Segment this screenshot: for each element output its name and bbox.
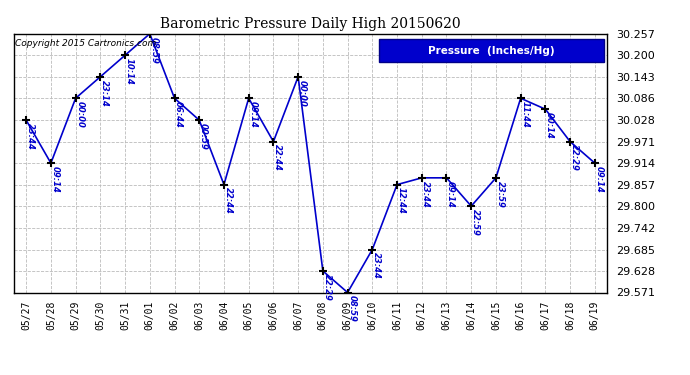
Text: 23:44: 23:44	[422, 181, 431, 207]
Text: 22:59: 22:59	[471, 209, 480, 236]
Text: 10:14: 10:14	[125, 58, 134, 85]
Text: 00:00: 00:00	[75, 101, 84, 128]
Text: 11:44: 11:44	[520, 101, 529, 128]
Text: 08:59: 08:59	[347, 295, 356, 322]
Text: 23:14: 23:14	[100, 80, 109, 106]
Text: 09:14: 09:14	[446, 181, 455, 207]
Text: 00:00: 00:00	[298, 80, 307, 106]
Text: 23:44: 23:44	[372, 252, 381, 279]
Text: 09:14: 09:14	[50, 166, 59, 193]
Text: 22:29: 22:29	[322, 274, 331, 301]
Title: Barometric Pressure Daily High 20150620: Barometric Pressure Daily High 20150620	[160, 17, 461, 31]
Bar	[379, 39, 604, 62]
Text: 22:44: 22:44	[273, 144, 282, 171]
Text: 22:44: 22:44	[224, 188, 233, 214]
Text: 00:14: 00:14	[545, 112, 554, 139]
Text: 23:59: 23:59	[495, 181, 504, 207]
Text: 06:44: 06:44	[174, 101, 183, 128]
Text: Pressure  (Inches/Hg): Pressure (Inches/Hg)	[428, 46, 555, 56]
Text: 08:59: 08:59	[150, 36, 159, 63]
Text: Copyright 2015 Cartronics.com: Copyright 2015 Cartronics.com	[15, 39, 156, 48]
Text: 23:44: 23:44	[26, 123, 34, 150]
Text: 09:14: 09:14	[595, 166, 604, 193]
Text: 09:14: 09:14	[248, 101, 257, 128]
Text: 12:44: 12:44	[397, 188, 406, 214]
Text: 00:59: 00:59	[199, 123, 208, 150]
Text: 22:29: 22:29	[570, 144, 579, 171]
